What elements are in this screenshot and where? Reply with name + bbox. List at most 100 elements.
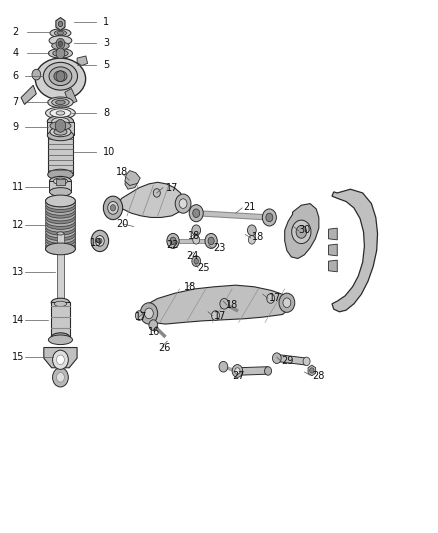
Circle shape bbox=[212, 311, 219, 320]
Polygon shape bbox=[285, 204, 319, 259]
Ellipse shape bbox=[46, 237, 75, 249]
Text: 17: 17 bbox=[135, 312, 147, 322]
Ellipse shape bbox=[56, 111, 65, 115]
Ellipse shape bbox=[48, 335, 73, 344]
Text: 22: 22 bbox=[166, 240, 179, 250]
Circle shape bbox=[220, 298, 229, 309]
Ellipse shape bbox=[48, 169, 73, 180]
Polygon shape bbox=[328, 260, 337, 272]
Circle shape bbox=[189, 205, 203, 222]
Circle shape bbox=[265, 367, 272, 375]
Text: 11: 11 bbox=[12, 182, 25, 191]
Ellipse shape bbox=[46, 229, 75, 241]
Polygon shape bbox=[125, 175, 138, 189]
Ellipse shape bbox=[46, 212, 75, 224]
Ellipse shape bbox=[46, 235, 75, 246]
Ellipse shape bbox=[49, 176, 71, 186]
Ellipse shape bbox=[46, 107, 75, 119]
Bar bbox=[51, 302, 70, 337]
Text: 1: 1 bbox=[103, 18, 109, 27]
Ellipse shape bbox=[46, 223, 75, 235]
Circle shape bbox=[55, 119, 66, 132]
Text: 19: 19 bbox=[90, 238, 102, 247]
Polygon shape bbox=[144, 285, 291, 324]
Circle shape bbox=[103, 196, 123, 220]
Text: 17: 17 bbox=[269, 294, 282, 303]
Circle shape bbox=[135, 311, 143, 320]
Ellipse shape bbox=[46, 198, 75, 209]
Circle shape bbox=[310, 368, 314, 373]
Circle shape bbox=[108, 201, 118, 214]
Ellipse shape bbox=[46, 215, 75, 227]
Circle shape bbox=[58, 21, 63, 27]
Circle shape bbox=[272, 353, 281, 364]
Text: 21: 21 bbox=[243, 202, 255, 212]
Ellipse shape bbox=[48, 49, 73, 58]
Circle shape bbox=[110, 205, 116, 211]
Circle shape bbox=[179, 199, 187, 208]
Text: 3: 3 bbox=[103, 38, 109, 47]
Circle shape bbox=[292, 220, 311, 244]
Text: 12: 12 bbox=[12, 220, 25, 230]
Circle shape bbox=[57, 373, 64, 382]
Ellipse shape bbox=[54, 30, 67, 36]
Polygon shape bbox=[308, 365, 316, 376]
Text: 5: 5 bbox=[103, 60, 109, 70]
Text: 20: 20 bbox=[116, 219, 128, 229]
Ellipse shape bbox=[47, 116, 74, 127]
Circle shape bbox=[56, 48, 65, 59]
Circle shape bbox=[296, 225, 307, 238]
Circle shape bbox=[58, 41, 63, 46]
Circle shape bbox=[95, 236, 104, 246]
Ellipse shape bbox=[49, 67, 72, 85]
Circle shape bbox=[153, 189, 160, 197]
Ellipse shape bbox=[49, 188, 71, 196]
Ellipse shape bbox=[51, 298, 70, 307]
Polygon shape bbox=[237, 367, 268, 375]
Text: 13: 13 bbox=[12, 267, 25, 277]
Polygon shape bbox=[332, 189, 378, 312]
Ellipse shape bbox=[52, 42, 69, 50]
Text: 7: 7 bbox=[12, 98, 18, 107]
Text: 18: 18 bbox=[226, 300, 238, 310]
Circle shape bbox=[219, 361, 228, 372]
Ellipse shape bbox=[47, 130, 74, 141]
Polygon shape bbox=[276, 354, 307, 365]
Ellipse shape bbox=[46, 209, 75, 221]
Ellipse shape bbox=[53, 178, 67, 184]
Polygon shape bbox=[21, 85, 36, 104]
Text: 6: 6 bbox=[12, 71, 18, 80]
Bar bbox=[48, 135, 73, 175]
Ellipse shape bbox=[57, 31, 64, 35]
Text: 2: 2 bbox=[12, 27, 18, 37]
Ellipse shape bbox=[50, 127, 71, 137]
Circle shape bbox=[140, 303, 158, 324]
Ellipse shape bbox=[46, 232, 75, 244]
Polygon shape bbox=[328, 244, 337, 256]
Ellipse shape bbox=[46, 204, 75, 215]
Text: 17: 17 bbox=[166, 183, 178, 192]
Ellipse shape bbox=[35, 58, 86, 100]
Text: 4: 4 bbox=[12, 49, 18, 58]
Circle shape bbox=[149, 320, 158, 330]
Circle shape bbox=[235, 368, 240, 374]
Ellipse shape bbox=[50, 109, 71, 117]
Polygon shape bbox=[65, 88, 77, 104]
Circle shape bbox=[192, 256, 201, 266]
Circle shape bbox=[248, 236, 255, 244]
Ellipse shape bbox=[46, 240, 75, 252]
Circle shape bbox=[32, 69, 41, 80]
Circle shape bbox=[247, 225, 256, 236]
Ellipse shape bbox=[56, 100, 65, 104]
Circle shape bbox=[145, 308, 153, 319]
Polygon shape bbox=[328, 228, 337, 240]
Ellipse shape bbox=[46, 201, 75, 213]
Polygon shape bbox=[117, 182, 184, 217]
Text: 17: 17 bbox=[214, 311, 226, 320]
Ellipse shape bbox=[57, 232, 64, 235]
Ellipse shape bbox=[54, 71, 67, 82]
Ellipse shape bbox=[48, 97, 73, 108]
Ellipse shape bbox=[46, 195, 75, 207]
Bar bbox=[57, 233, 64, 310]
Text: 28: 28 bbox=[312, 371, 324, 381]
